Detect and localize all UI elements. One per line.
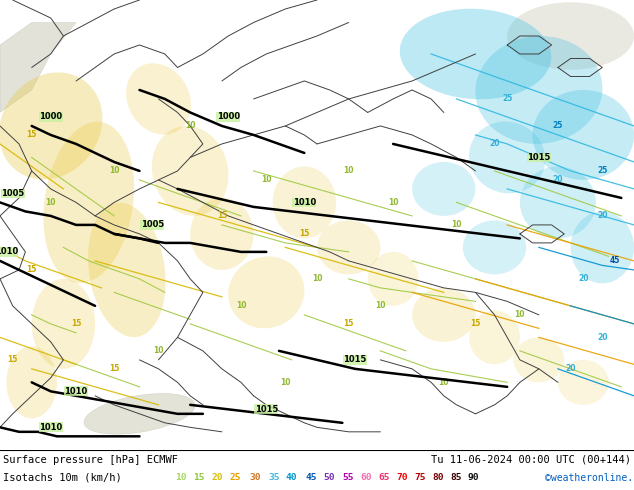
Text: 20: 20: [597, 333, 607, 342]
Text: 55: 55: [342, 473, 354, 483]
Text: 1010: 1010: [293, 198, 316, 207]
Ellipse shape: [412, 162, 476, 216]
Text: 15: 15: [8, 355, 18, 365]
Text: 50: 50: [323, 473, 335, 483]
Polygon shape: [0, 23, 76, 112]
Text: Isotachs 10m (km/h): Isotachs 10m (km/h): [3, 473, 122, 483]
Text: 20: 20: [597, 211, 607, 220]
Ellipse shape: [507, 2, 634, 70]
Text: 1015: 1015: [344, 355, 366, 365]
Text: ©weatheronline.co.uk: ©weatheronline.co.uk: [545, 473, 634, 483]
Ellipse shape: [84, 393, 195, 434]
Text: 10: 10: [153, 346, 164, 355]
Text: 1015: 1015: [255, 405, 278, 414]
Ellipse shape: [0, 73, 102, 179]
Text: 90: 90: [468, 473, 479, 483]
Text: 60: 60: [360, 473, 372, 483]
Text: 85: 85: [450, 473, 462, 483]
Text: 20: 20: [578, 274, 588, 283]
Text: 10: 10: [344, 167, 354, 175]
Text: 25: 25: [502, 95, 512, 103]
Text: 10: 10: [109, 167, 119, 175]
Text: 15: 15: [299, 229, 309, 239]
Text: 10: 10: [175, 473, 186, 483]
Ellipse shape: [228, 256, 304, 328]
Text: 20: 20: [553, 175, 563, 184]
Ellipse shape: [476, 36, 602, 144]
Ellipse shape: [152, 126, 228, 216]
Text: 10: 10: [515, 310, 525, 319]
Ellipse shape: [571, 211, 634, 283]
Text: Surface pressure [hPa] ECMWF: Surface pressure [hPa] ECMWF: [3, 455, 178, 465]
Text: 15: 15: [27, 266, 37, 274]
Text: 10: 10: [185, 122, 195, 130]
Ellipse shape: [533, 90, 634, 180]
Text: 80: 80: [432, 473, 444, 483]
Ellipse shape: [514, 337, 564, 382]
Text: 45: 45: [610, 256, 620, 266]
Text: 10: 10: [46, 198, 56, 207]
Text: 1010: 1010: [0, 247, 18, 256]
Text: 45: 45: [305, 473, 316, 483]
Text: 1015: 1015: [527, 153, 550, 162]
Ellipse shape: [317, 220, 380, 274]
Text: 15: 15: [71, 319, 81, 328]
Text: 10: 10: [439, 378, 449, 387]
Ellipse shape: [463, 220, 526, 274]
Ellipse shape: [126, 63, 191, 135]
Text: 70: 70: [396, 473, 408, 483]
Text: 10: 10: [236, 301, 246, 310]
Text: 1000: 1000: [39, 112, 62, 122]
Text: 1010: 1010: [65, 387, 87, 396]
Text: 25: 25: [597, 167, 607, 175]
Text: 15: 15: [109, 365, 119, 373]
Ellipse shape: [44, 122, 134, 283]
Text: 25: 25: [553, 122, 563, 130]
Ellipse shape: [190, 198, 254, 270]
Text: 1005: 1005: [141, 220, 164, 229]
Ellipse shape: [412, 288, 476, 342]
Text: 15: 15: [217, 211, 227, 220]
Text: 15: 15: [193, 473, 205, 483]
Text: 1000: 1000: [217, 112, 240, 122]
Text: 40: 40: [286, 473, 297, 483]
Ellipse shape: [558, 360, 609, 405]
Text: 75: 75: [414, 473, 425, 483]
Ellipse shape: [469, 310, 520, 365]
Text: 30: 30: [249, 473, 261, 483]
Text: Tu 11-06-2024 00:00 UTC (00+144): Tu 11-06-2024 00:00 UTC (00+144): [431, 455, 631, 465]
Text: 15: 15: [344, 319, 354, 328]
Text: 65: 65: [378, 473, 389, 483]
Ellipse shape: [88, 203, 165, 337]
Ellipse shape: [6, 346, 57, 418]
Text: 15: 15: [470, 319, 481, 328]
Ellipse shape: [400, 9, 551, 99]
Ellipse shape: [273, 167, 336, 239]
Text: 10: 10: [280, 378, 290, 387]
Ellipse shape: [368, 252, 418, 306]
Text: 10: 10: [451, 220, 462, 229]
Text: 10: 10: [312, 274, 322, 283]
Text: 20: 20: [211, 473, 223, 483]
Text: 10: 10: [261, 175, 271, 184]
Ellipse shape: [32, 279, 95, 369]
Ellipse shape: [469, 122, 545, 194]
Text: 20: 20: [489, 140, 500, 148]
Text: 10: 10: [388, 198, 398, 207]
Text: 10: 10: [375, 301, 385, 310]
Text: 25: 25: [230, 473, 242, 483]
Text: 1005: 1005: [1, 189, 24, 198]
Ellipse shape: [520, 167, 596, 239]
Text: 20: 20: [566, 365, 576, 373]
Text: 15: 15: [27, 130, 37, 140]
Text: 1010: 1010: [39, 423, 62, 432]
Text: 35: 35: [268, 473, 280, 483]
